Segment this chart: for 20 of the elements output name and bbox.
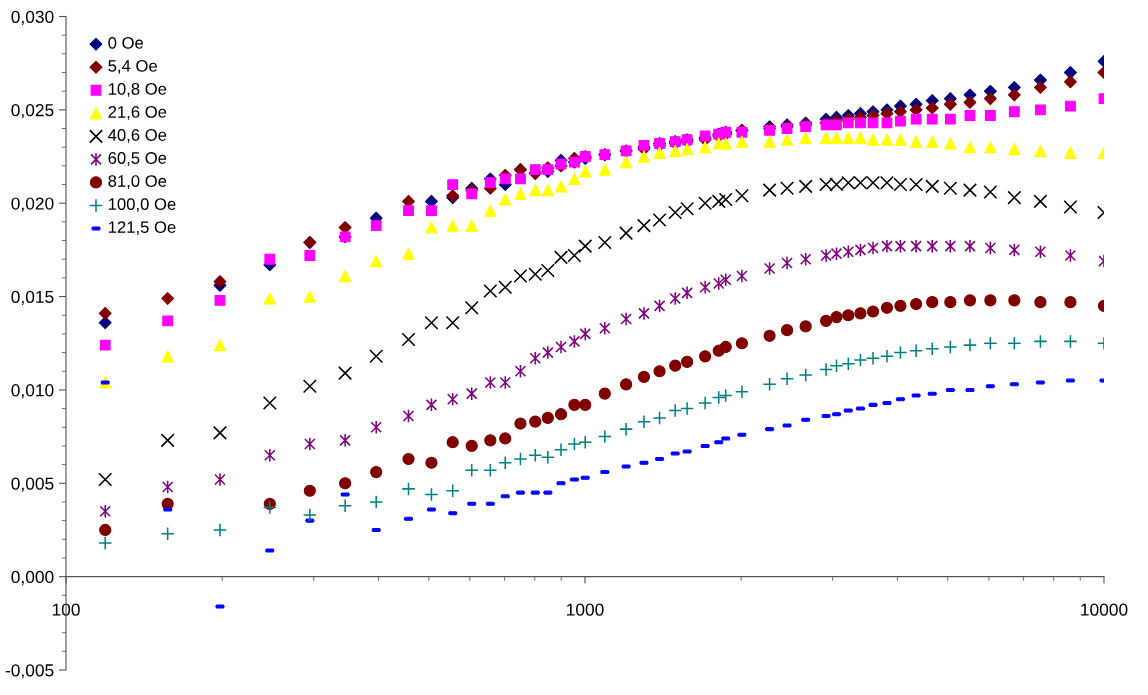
legend-label: 5,4 Oe <box>108 59 157 74</box>
legend-label: 10,8 Oe <box>108 83 167 97</box>
x-tick-label: 1000 <box>567 603 604 616</box>
y-tick-label: 0,000 <box>11 570 54 586</box>
legend-label: 81,0 Oe <box>108 175 167 189</box>
y-tick-label: -0,005 <box>5 664 54 679</box>
y-tick-label: 0,030 <box>11 10 54 26</box>
y-tick-label: 0,005 <box>11 477 54 492</box>
legend-label: 21,6 Oe <box>108 106 167 120</box>
legend-label: 0 Oe <box>108 36 144 49</box>
legend-label: 121,5 Oe <box>108 221 176 235</box>
legend-label: 40,6 Oe <box>108 129 167 143</box>
x-tick-label: 100 <box>52 603 80 616</box>
x-tick-label: 10000 <box>1081 603 1128 616</box>
y-tick-label: 0,020 <box>11 197 54 212</box>
legend-label: 100,0 Oe <box>108 198 176 212</box>
legend-label: 60,5 Oe <box>108 152 167 166</box>
y-tick-label: 0,025 <box>11 104 54 119</box>
y-tick-label: 0,010 <box>11 384 54 399</box>
y-tick-label: 0,015 <box>11 290 54 306</box>
